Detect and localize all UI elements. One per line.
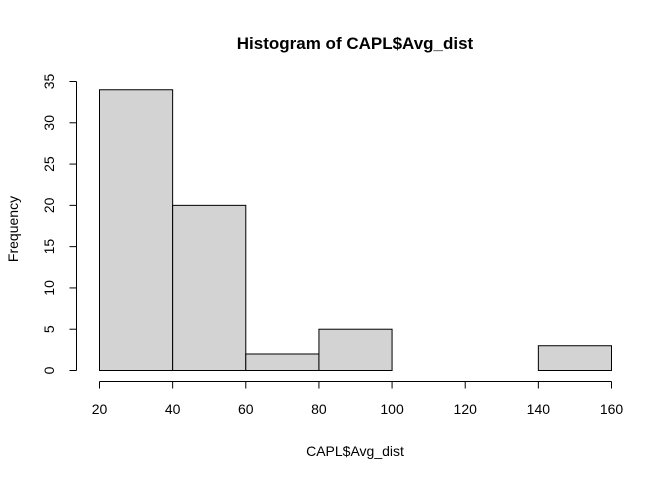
x-axis: 20 40 60 80 100 120 140 160 [92, 381, 624, 417]
histogram-bar-80-100 [318, 328, 393, 372]
x-tick-label: 100 [380, 401, 404, 417]
y-tick-label: 25 [41, 156, 57, 172]
x-tick-label: 160 [600, 401, 624, 417]
x-tick-label: 40 [165, 401, 181, 417]
x-tick-label: 20 [92, 401, 108, 417]
x-tick-label: 60 [238, 401, 254, 417]
bars-group [99, 89, 612, 372]
y-axis-label: Frequency [5, 196, 21, 262]
y-tick-label: 0 [41, 366, 57, 374]
y-axis: 0 5 10 15 20 25 30 35 [41, 74, 77, 374]
chart-title: Histogram of CAPL$Avg_dist [237, 34, 474, 53]
y-tick-label: 10 [41, 280, 57, 296]
x-axis-label: CAPL$Avg_dist [306, 443, 404, 459]
y-tick-label: 15 [41, 239, 57, 255]
histogram-bar-40-60 [172, 204, 247, 371]
histogram-bar-140-160 [537, 345, 612, 372]
x-tick-label: 80 [311, 401, 327, 417]
y-tick-label: 30 [41, 115, 57, 131]
y-tick-label: 35 [41, 74, 57, 90]
y-tick-label: 5 [41, 325, 57, 333]
y-tick-label: 20 [41, 197, 57, 213]
histogram-bar-20-40 [99, 89, 174, 371]
x-tick-label: 120 [454, 401, 478, 417]
histogram-bar-60-80 [245, 353, 320, 372]
x-tick-label: 140 [527, 401, 551, 417]
